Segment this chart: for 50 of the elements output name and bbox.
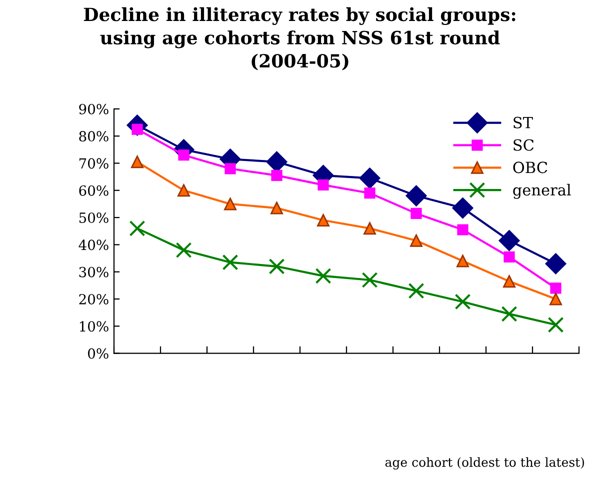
y-tick-label: 0% xyxy=(88,348,108,359)
point xyxy=(504,251,515,262)
point xyxy=(224,198,236,210)
point xyxy=(501,306,518,322)
point xyxy=(408,282,424,299)
point xyxy=(268,258,285,274)
y-tick-label: 60% xyxy=(79,185,108,196)
point xyxy=(498,230,520,252)
point xyxy=(550,292,562,306)
point xyxy=(503,275,516,288)
point xyxy=(318,179,329,190)
point xyxy=(454,294,471,310)
point xyxy=(456,254,469,268)
point xyxy=(410,234,422,247)
y-tick-label: 10% xyxy=(80,321,108,332)
point xyxy=(457,224,468,236)
legend-label: OBC xyxy=(513,162,548,174)
point xyxy=(410,208,422,220)
point xyxy=(452,198,474,219)
y-tick-label: 50% xyxy=(79,212,108,224)
point xyxy=(271,170,282,181)
point xyxy=(178,184,190,197)
y-tick-label: 80% xyxy=(79,131,108,142)
point xyxy=(131,156,144,168)
y-tick-label: 70% xyxy=(79,158,108,169)
point xyxy=(548,316,564,333)
point xyxy=(129,220,146,236)
legend-label: general xyxy=(513,184,571,199)
point xyxy=(178,150,190,161)
point xyxy=(315,268,332,284)
text: age cohort (oldest to the latest) xyxy=(385,457,584,470)
point xyxy=(550,282,562,294)
point xyxy=(545,253,566,274)
legend-label: ST xyxy=(514,116,533,128)
point xyxy=(224,163,236,174)
y-tick-label: 30% xyxy=(79,266,108,278)
point xyxy=(364,222,376,235)
point xyxy=(362,272,378,288)
legend-label: SC xyxy=(514,139,534,151)
chart-title: Decline in illiteracy rates by social groups: using age cohorts from NSS 61st round (2004-05) xyxy=(84,7,516,70)
y-tick-label: 90% xyxy=(79,104,108,114)
point xyxy=(222,254,238,270)
point xyxy=(317,214,330,226)
y-tick-label: 20% xyxy=(79,294,108,304)
point xyxy=(270,202,283,214)
y-tick-label: 40% xyxy=(78,240,108,250)
point xyxy=(364,188,376,199)
point xyxy=(406,185,427,206)
point xyxy=(176,242,192,258)
point xyxy=(359,168,380,189)
